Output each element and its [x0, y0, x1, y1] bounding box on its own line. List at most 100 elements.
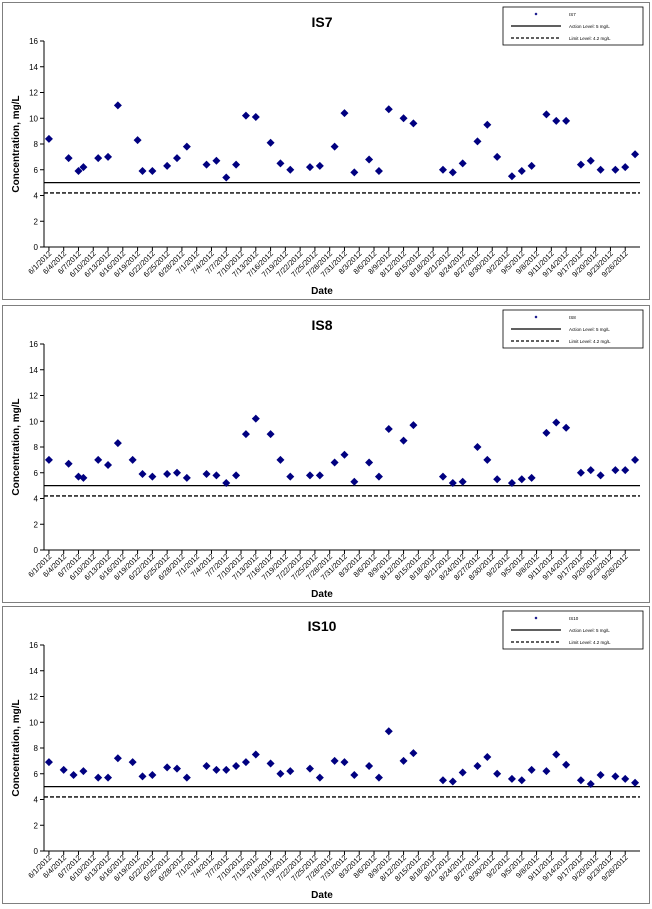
legend-label: IS8	[569, 315, 576, 320]
data-point	[473, 137, 482, 146]
y-tick-label: 16	[29, 641, 38, 650]
chart-panel-is8: IS8 0 2 4 6 8 10 12 14 16 Concentration, mg/L 6/1/2…	[2, 305, 650, 603]
data-point	[631, 455, 640, 464]
data-point	[517, 475, 526, 484]
legend-label: IS7	[569, 12, 576, 17]
data-point	[163, 161, 172, 170]
data-point	[113, 754, 122, 763]
data-point	[365, 155, 374, 164]
data-point	[552, 750, 561, 759]
data-point	[611, 466, 620, 475]
data-point	[172, 468, 181, 477]
y-tick-label: 8	[34, 140, 39, 149]
data-point	[340, 758, 349, 767]
data-point	[305, 471, 314, 480]
data-point	[596, 771, 605, 780]
data-point	[163, 763, 172, 772]
data-point	[222, 479, 231, 488]
data-point	[507, 172, 516, 181]
data-point	[315, 471, 324, 480]
data-point	[69, 771, 78, 780]
data-point	[222, 173, 231, 182]
data-point	[611, 165, 620, 174]
data-point	[399, 756, 408, 765]
data-point	[305, 764, 314, 773]
data-point	[448, 479, 457, 488]
data-point	[286, 472, 295, 481]
data-point	[473, 762, 482, 771]
data-point	[365, 762, 374, 771]
data-point	[374, 167, 383, 176]
data-point	[438, 776, 447, 785]
data-point	[276, 159, 285, 168]
data-point	[448, 168, 457, 177]
data-point	[305, 163, 314, 172]
data-point	[596, 165, 605, 174]
data-point	[576, 468, 585, 477]
data-point	[631, 778, 640, 787]
data-point	[74, 167, 83, 176]
data-point	[458, 159, 467, 168]
data-point	[202, 762, 211, 771]
data-point	[384, 424, 393, 433]
data-point	[493, 152, 502, 161]
y-tick-label: 2	[34, 821, 39, 830]
data-point	[202, 470, 211, 479]
data-point	[542, 110, 551, 119]
y-tick-label: 0	[34, 243, 39, 252]
data-point	[64, 154, 73, 163]
data-point	[138, 167, 147, 176]
data-point	[94, 773, 103, 782]
y-axis-label: Concentration, mg/L	[11, 95, 22, 192]
data-point	[148, 472, 157, 481]
data-point	[266, 430, 275, 439]
y-tick-label: 0	[34, 847, 39, 856]
legend-label: Limit Level: 4.2 mg/L	[569, 36, 611, 41]
data-point	[94, 455, 103, 464]
data-point	[374, 773, 383, 782]
legend-swatch-marker	[534, 616, 538, 620]
legend-label: Limit Level: 4.2 mg/L	[569, 640, 611, 645]
data-point	[232, 471, 241, 480]
data-point	[64, 459, 73, 468]
chart-title: IS7	[311, 14, 332, 30]
y-tick-label: 16	[29, 340, 38, 349]
y-tick-label: 12	[29, 693, 38, 702]
data-point	[562, 760, 571, 769]
data-point	[374, 472, 383, 481]
data-point	[128, 758, 137, 767]
data-point	[409, 421, 418, 430]
legend-label: Action Level: 5 mg/L	[569, 327, 610, 332]
data-point	[586, 466, 595, 475]
legend-swatch-marker	[534, 315, 538, 319]
y-tick-label: 16	[29, 37, 38, 46]
y-axis-label: Concentration, mg/L	[11, 398, 22, 495]
data-point	[315, 773, 324, 782]
data-point	[148, 167, 157, 176]
data-point	[138, 772, 147, 781]
data-point	[182, 142, 191, 151]
data-point	[104, 152, 113, 161]
data-point	[611, 772, 620, 781]
y-tick-label: 12	[29, 89, 38, 98]
y-tick-label: 4	[34, 495, 39, 504]
data-point	[286, 165, 295, 174]
y-axis-label: Concentration, mg/L	[11, 699, 22, 796]
legend-swatch-marker	[534, 12, 538, 16]
y-tick-label: 6	[34, 469, 39, 478]
data-point	[241, 111, 250, 120]
y-tick-label: 2	[34, 217, 39, 226]
data-point	[276, 769, 285, 778]
data-point	[586, 156, 595, 165]
data-point	[330, 458, 339, 467]
data-point	[517, 776, 526, 785]
data-point	[251, 414, 260, 423]
data-point	[483, 753, 492, 762]
data-point	[552, 116, 561, 125]
data-point	[507, 774, 516, 783]
y-tick-label: 12	[29, 392, 38, 401]
data-point	[163, 470, 172, 479]
legend-label: Limit Level: 4.2 mg/L	[569, 339, 611, 344]
data-point	[232, 160, 241, 169]
